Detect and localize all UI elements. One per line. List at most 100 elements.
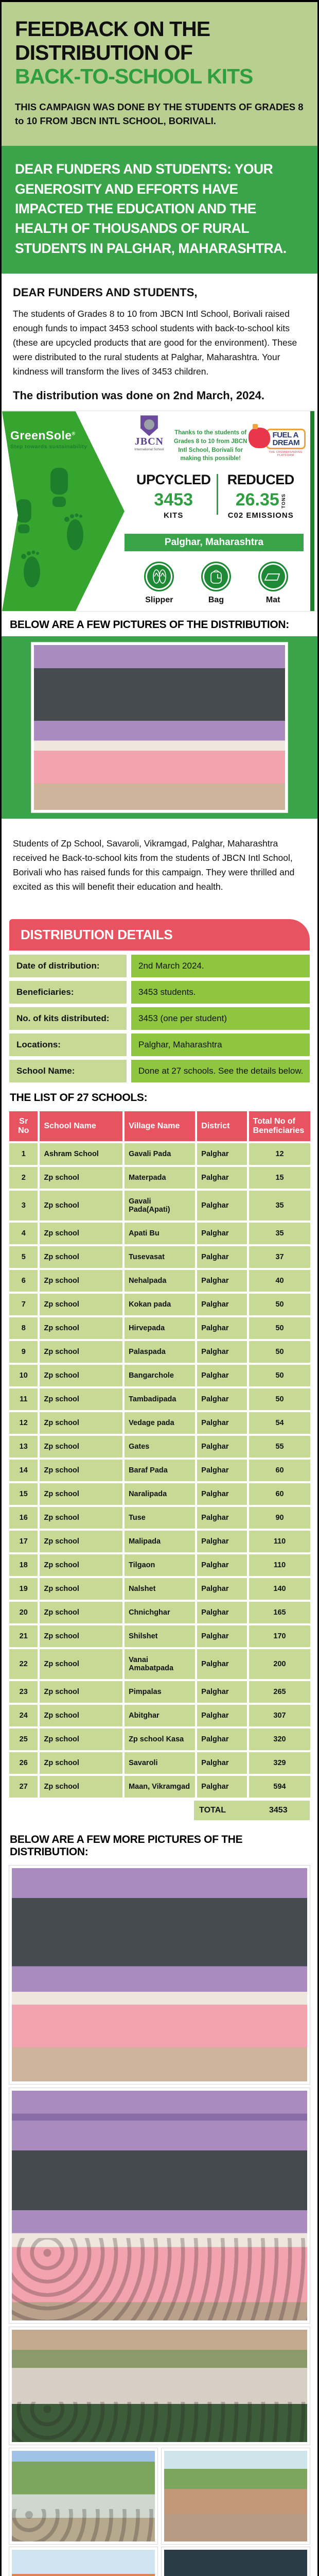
table-cell: Palghar <box>197 1531 247 1553</box>
table-cell: Zp school <box>40 1752 123 1774</box>
photo-veranda-group <box>9 2327 310 2446</box>
table-cell: 3 <box>9 1191 38 1221</box>
table-cell: Zp school <box>40 1388 123 1411</box>
total-label: TOTAL <box>199 1806 226 1815</box>
impact-infographic: GreenSole® Step towards sustainability J… <box>2 411 317 612</box>
detail-label: School Name: <box>9 1060 127 1083</box>
table-cell: Palghar <box>197 1436 247 1458</box>
table-cell: Vedage pada <box>125 1412 196 1434</box>
table-cell: 22 <box>9 1649 38 1680</box>
photo-wrap <box>2 1863 317 2086</box>
table-cell: Zp school <box>40 1554 123 1577</box>
table-cell: Zp school <box>40 1578 123 1600</box>
photo-classroom-dark <box>161 2547 310 2576</box>
table-cell: 35 <box>249 1223 311 1245</box>
stat-reduced: REDUCED 26.35 TONS C02 EMISSIONS <box>218 472 304 520</box>
stat-upcycled-label: UPCYCLED <box>136 472 211 488</box>
table-cell: 165 <box>249 1602 311 1624</box>
table-cell: 20 <box>9 1602 38 1624</box>
more-photos-section <box>2 1863 317 2576</box>
footprint-icon <box>16 499 31 534</box>
table-cell: Nalshet <box>125 1578 196 1600</box>
table-cell: Zp school <box>40 1223 123 1245</box>
impact-stats: UPCYCLED 3453 KITS REDUCED 26.35 TONS C02… <box>131 472 304 520</box>
table-cell: Hirvepada <box>125 1317 196 1340</box>
letter-section: DEAR FUNDERS AND STUDENTS, The students … <box>2 274 317 411</box>
table-cell: 594 <box>249 1776 311 1798</box>
table-cell: 5 <box>9 1246 38 1268</box>
table-cell: Ashram School <box>40 1143 123 1165</box>
detail-value: Palghar, Maharashtra <box>131 1033 310 1057</box>
table-cell: Palghar <box>197 1625 247 1648</box>
table-cell: 12 <box>9 1412 38 1434</box>
fuel-a-dream-logo-text: FUEL A DREAM <box>265 429 306 450</box>
table-cell: 37 <box>249 1246 311 1268</box>
table-cell: Materpada <box>125 1167 196 1189</box>
table-cell: 18 <box>9 1554 38 1577</box>
table-cell: 140 <box>249 1578 311 1600</box>
location-bar: Palghar, Maharashtra <box>125 534 304 552</box>
table-cell: 16 <box>9 1507 38 1529</box>
table-cell: Zp school <box>40 1483 123 1505</box>
stats-divider <box>216 474 218 515</box>
table-cell: Zp school <box>40 1246 123 1268</box>
detail-row: Beneficiaries: 3453 students. <box>9 981 310 1004</box>
greensole-arrow-graphic: GreenSole® Step towards sustainability <box>2 411 125 612</box>
photo-wrap <box>2 2086 317 2325</box>
table-cell: 110 <box>249 1554 311 1577</box>
table-cell: Palghar <box>197 1167 247 1189</box>
impact-banner: DEAR FUNDERS AND STUDENTS: YOUR GENEROSI… <box>2 146 317 274</box>
table-cell: Shilshet <box>125 1625 196 1648</box>
table-cell: 21 <box>9 1625 38 1648</box>
distribution-details-section: DISTRIBUTION DETAILS Date of distributio… <box>2 912 317 1084</box>
bag-icon <box>201 562 231 592</box>
table-cell: Palghar <box>197 1317 247 1340</box>
distribution-details-rows: Date of distribution: 2nd March 2024. Bene… <box>9 955 310 1083</box>
fuel-a-dream-logo: FUEL A DREAM THE CROWDFUNDING PLATFORM <box>248 424 306 457</box>
jbcn-logo: JBCN International School <box>128 415 171 451</box>
table-cell: 15 <box>9 1483 38 1505</box>
table-cell: Zp school <box>40 1728 123 1751</box>
photo-grid-row <box>2 2447 317 2546</box>
table-cell: Zp school <box>40 1531 123 1553</box>
thanks-note: Thanks to the students of Grades 8 to 10… <box>173 430 247 462</box>
table-cell: 8 <box>9 1317 38 1340</box>
table-cell: 55 <box>249 1436 311 1458</box>
table-cell: 60 <box>249 1460 311 1482</box>
detail-label: Locations: <box>9 1033 127 1057</box>
table-cell: Palghar <box>197 1507 247 1529</box>
distribution-details-heading: DISTRIBUTION DETAILS <box>9 919 310 951</box>
table-cell: 50 <box>249 1341 311 1363</box>
kit-item-label: Bag <box>208 596 224 605</box>
table-cell: Palghar <box>197 1341 247 1363</box>
partner-logos-strip: JBCN International School Thanks to the … <box>125 411 308 473</box>
table-cell: Zp school <box>40 1460 123 1482</box>
table-cell: 17 <box>9 1531 38 1553</box>
header-section: FEEDBACK ON THE DISTRIBUTION OF BACK-TO-… <box>2 2 317 146</box>
jbcn-logo-text: JBCN <box>134 436 164 448</box>
table-cell: 307 <box>249 1705 311 1727</box>
table-cell: Palghar <box>197 1223 247 1245</box>
table-cell: Abitghar <box>125 1705 196 1727</box>
photo-caption: Students of Zp School, Savaroli, Vikramg… <box>13 838 295 892</box>
photo-purple-room-wide <box>9 1865 310 2085</box>
table-cell: Zp school <box>40 1776 123 1798</box>
schools-table: Sr No School Name Village Name District Tota… <box>2 1109 317 1798</box>
table-cell: Zp school <box>40 1649 123 1680</box>
table-cell: Chnichghar <box>125 1602 196 1624</box>
jbcn-logo-subtext: International School <box>134 448 164 452</box>
jbcn-shield-icon <box>140 415 158 436</box>
column-header: Village Name <box>125 1111 196 1142</box>
fuel-a-dream-mascot-icon <box>248 424 270 449</box>
table-cell: 50 <box>249 1365 311 1387</box>
table-cell: Palghar <box>197 1728 247 1751</box>
table-cell: Palghar <box>197 1460 247 1482</box>
stat-reduced-side-unit: TONS <box>280 493 286 509</box>
table-cell: Zp school <box>40 1507 123 1529</box>
stat-upcycled: UPCYCLED 3453 KITS <box>131 472 217 520</box>
table-cell: Palghar <box>197 1602 247 1624</box>
total-value: 3453 <box>269 1806 288 1815</box>
table-cell: Palghar <box>197 1294 247 1316</box>
table-cell: 10 <box>9 1365 38 1387</box>
table-cell: Nehalpada <box>125 1270 196 1292</box>
